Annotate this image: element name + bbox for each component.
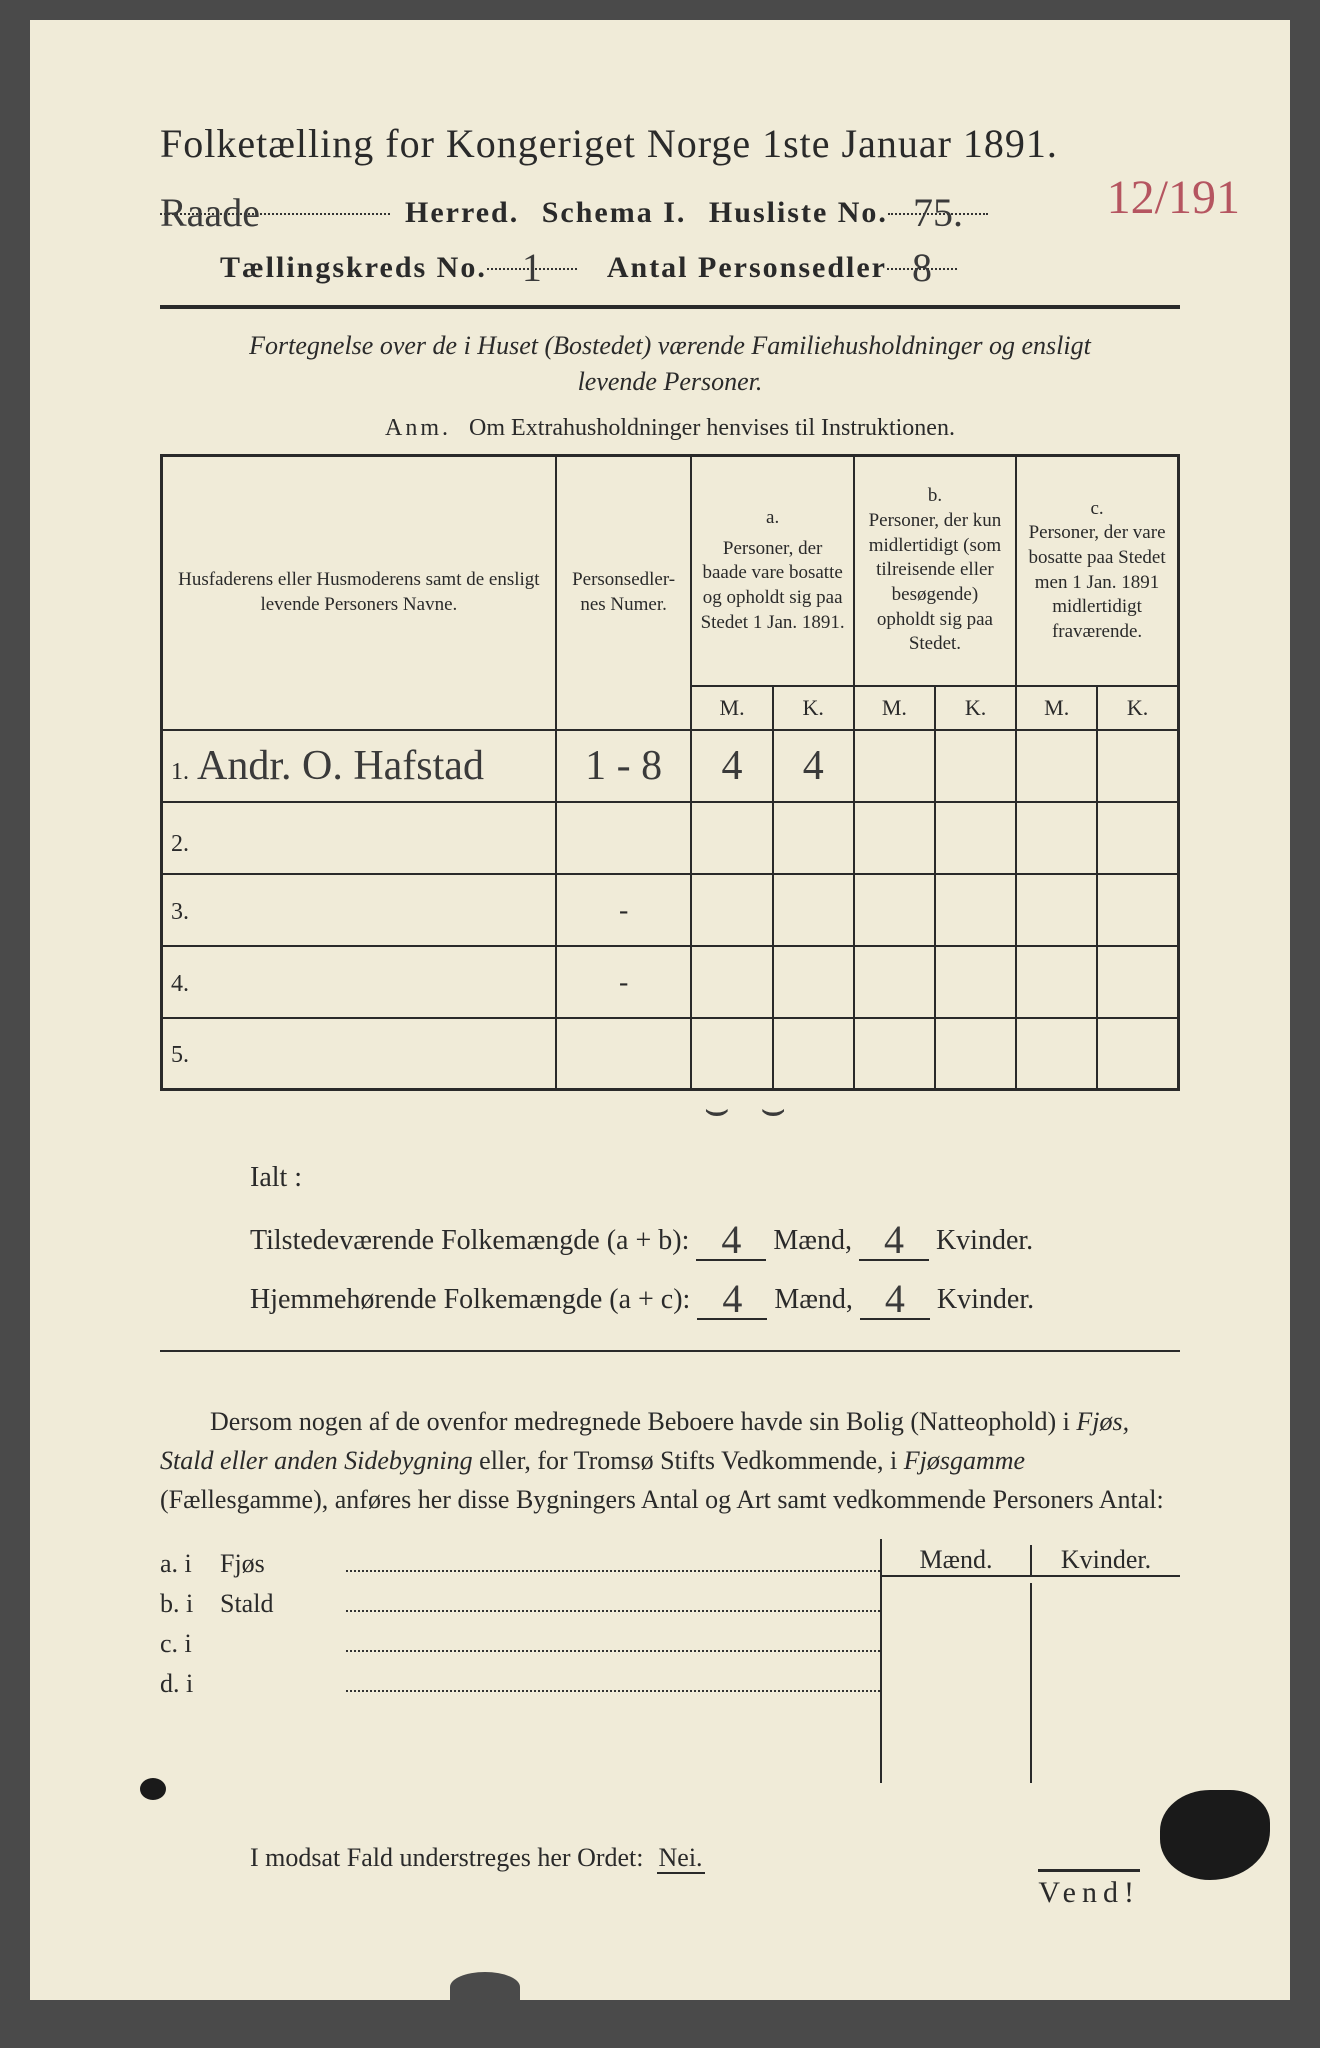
ialt-block: Ialt : Tilstedeværende Folkemængde (a + … xyxy=(250,1162,1180,1320)
byg-kvinder-header: Kvinder. xyxy=(1032,1545,1180,1577)
margin-annotation: 12/191 xyxy=(1107,170,1240,225)
byg-kvinder-col xyxy=(1032,1583,1180,1783)
ialt-row-2: Hjemmehørende Folkemængde (a + c): 4 Mæn… xyxy=(250,1271,1180,1320)
table-row: 3. - xyxy=(162,874,1179,946)
fortegnelse-line-2: levende Personer. xyxy=(160,367,1180,397)
byg-row: d. i xyxy=(160,1669,880,1699)
antal-label: Antal Personsedler xyxy=(607,251,887,285)
col-b-header: b. Personer, der kun midlertidigt (som t… xyxy=(854,456,1016,686)
ialt-label: Ialt : xyxy=(250,1162,1180,1194)
ink-dot-icon xyxy=(140,1778,166,1800)
taellingskreds-label: Tællingskreds No. xyxy=(220,251,487,285)
rule-1 xyxy=(160,305,1180,309)
bygninger-list: a. i Fjøs b. i Stald c. i d. i xyxy=(160,1539,880,1783)
ink-blot-icon xyxy=(1160,1790,1270,1880)
census-form-page: Folketælling for Kongeriget Norge 1ste J… xyxy=(30,20,1290,2000)
header-row-2: Tællingskreds No. 1 Antal Personsedler 8 xyxy=(160,240,1180,285)
col-a-header: a. Personer, der baade vare bosatte og o… xyxy=(691,456,853,686)
schema-label: Schema I. xyxy=(542,196,687,230)
table-row: 5. xyxy=(162,1018,1179,1090)
byg-row: b. i Stald xyxy=(160,1589,880,1619)
fortegnelse-line-1: Fortegnelse over de i Huset (Bostedet) v… xyxy=(160,331,1180,361)
instructions-paragraph: Dersom nogen af de ovenfor medregnede Be… xyxy=(160,1402,1180,1519)
col-numer-header: Personsedler- nes Numer. xyxy=(556,456,692,730)
anm-line: Anm. Om Extrahusholdninger henvises til … xyxy=(160,415,1180,442)
byg-maend-col xyxy=(882,1583,1032,1783)
col-names-header: Husfaderens eller Husmoderens samt de en… xyxy=(162,456,556,730)
husliste-label: Husliste No. xyxy=(709,196,888,230)
table-row: 2. xyxy=(162,802,1179,874)
antal-field: 8 xyxy=(887,240,957,270)
byg-row: c. i xyxy=(160,1629,880,1659)
under-table-mark: ⌣⌣ xyxy=(160,1085,1180,1132)
table-row: 1.Andr. O. Hafstad 1 - 8 4 4 xyxy=(162,730,1179,802)
bygninger-counts: Mænd. Kvinder. xyxy=(880,1539,1180,1783)
page-title: Folketælling for Kongeriget Norge 1ste J… xyxy=(160,120,1180,167)
herred-field: Raade xyxy=(160,185,390,215)
table-header-row: Husfaderens eller Husmoderens samt de en… xyxy=(162,456,1179,686)
taellingskreds-field: 1 xyxy=(487,240,577,270)
byg-row: a. i Fjøs xyxy=(160,1549,880,1579)
bygninger-block: a. i Fjøs b. i Stald c. i d. i xyxy=(160,1539,1180,1783)
header-row-1: Raade Herred. Schema I. Husliste No. 75. xyxy=(160,185,1180,230)
rule-2 xyxy=(160,1350,1180,1352)
ialt-row-1: Tilstedeværende Folkemængde (a + b): 4 M… xyxy=(250,1212,1180,1261)
byg-maend-header: Mænd. xyxy=(882,1545,1032,1577)
paper-tear-icon xyxy=(450,1972,520,2002)
husliste-field: 75. xyxy=(888,185,988,215)
col-c-header: c. Personer, der vare bosatte paa Stedet… xyxy=(1016,456,1178,686)
vend-label: Vend! xyxy=(1038,1869,1140,1910)
table-row: 4. - xyxy=(162,946,1179,1018)
household-table: Husfaderens eller Husmoderens samt de en… xyxy=(160,454,1180,1091)
herred-label: Herred. xyxy=(405,196,519,230)
